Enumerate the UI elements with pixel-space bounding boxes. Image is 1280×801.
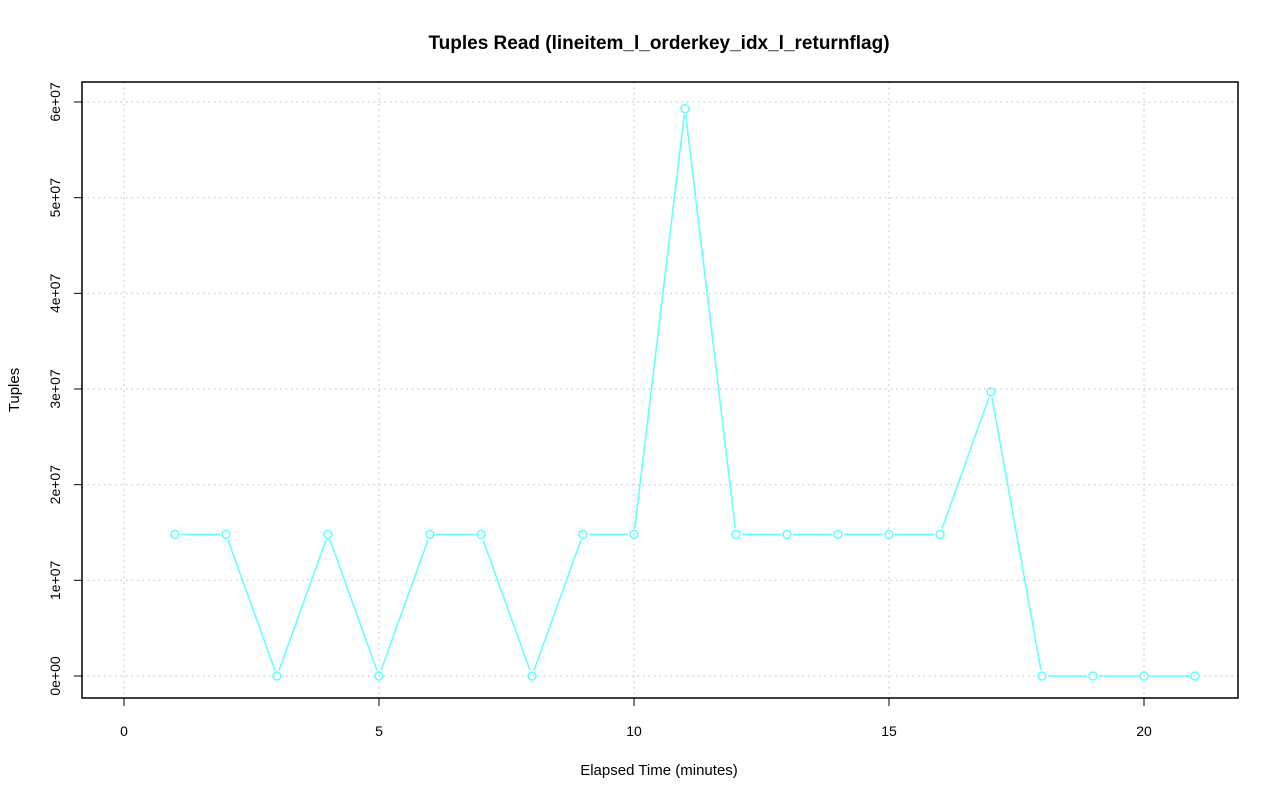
x-axis: 0 5 10 15 20 (120, 697, 1152, 739)
grid (82, 82, 1238, 698)
x-tick-label: 5 (375, 723, 383, 739)
x-tick-label: 20 (1136, 723, 1152, 739)
series-line-segment (278, 539, 327, 671)
data-point (782, 529, 792, 540)
data-point (221, 529, 231, 540)
series-line-segment (633, 114, 686, 529)
series-line-segment (533, 539, 582, 671)
x-tick-label: 10 (626, 723, 642, 739)
plot-frame (81, 81, 1239, 699)
y-tick-label: 6e+07 (47, 82, 63, 122)
series-line-segment (684, 114, 737, 529)
data-point (986, 387, 996, 397)
series-line-segment (227, 539, 276, 671)
data-point (680, 103, 690, 114)
y-tick-label: 5e+07 (47, 178, 63, 218)
data-point (170, 529, 180, 540)
data-point (425, 529, 435, 540)
data-point (1190, 671, 1200, 681)
data-point (884, 529, 894, 540)
series-line-segment (380, 539, 429, 671)
data-point (1088, 671, 1098, 681)
series-line-segment (991, 397, 1042, 671)
series-line-segment (941, 397, 990, 530)
series (170, 103, 1200, 681)
y-axis: 0e+00 1e+07 2e+07 3e+07 4e+07 5e+07 6e+07 (47, 82, 83, 696)
data-point (476, 529, 486, 540)
data-point (833, 529, 843, 540)
data-point (731, 529, 741, 540)
data-point (578, 529, 588, 540)
y-tick-label: 3e+07 (47, 369, 63, 409)
y-axis-label: Tuples (6, 368, 23, 412)
series-line-segment (482, 539, 531, 671)
data-point (527, 671, 537, 681)
x-tick-label: 15 (881, 723, 897, 739)
data-point (629, 529, 639, 540)
x-axis-label: Elapsed Time (minutes) (580, 762, 738, 779)
data-point (272, 671, 282, 681)
x-tick-label: 0 (120, 723, 128, 739)
y-tick-label: 1e+07 (47, 560, 63, 600)
data-point (374, 671, 384, 681)
data-point (1037, 671, 1047, 681)
chart-title: Tuples Read (lineitem_l_orderkey_idx_l_r… (428, 33, 889, 54)
data-point (1139, 671, 1149, 681)
data-point (935, 529, 945, 540)
y-tick-label: 0e+00 (47, 656, 63, 696)
data-point (323, 529, 333, 540)
y-tick-label: 2e+07 (47, 465, 63, 505)
series-line-segment (329, 539, 378, 671)
y-tick-label: 4e+07 (47, 273, 63, 313)
